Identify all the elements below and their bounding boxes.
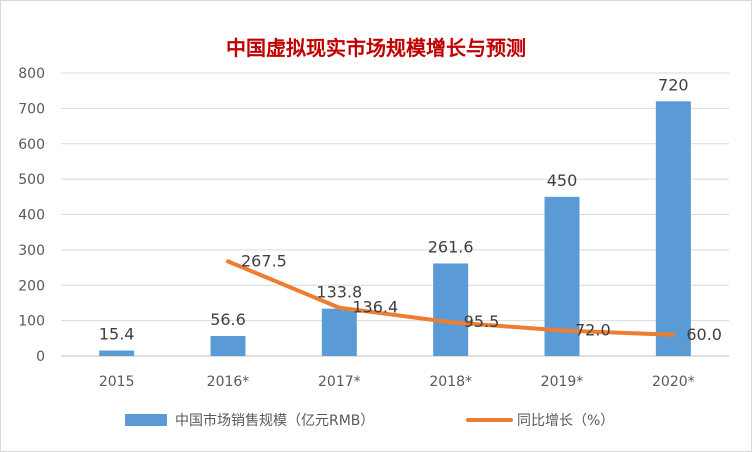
bar-data-label: 15.4 [99, 325, 135, 344]
data-labels: 15.4 56.6 133.8 261.6 450 720 267.5 136.4 95.5 72… [99, 75, 722, 343]
y-tick-label: 700 [18, 101, 45, 117]
bar-data-label: 56.6 [210, 310, 246, 329]
legend: 中国市场销售规模（亿元RMB） 同比增长（%） [125, 412, 614, 429]
y-tick-label: 300 [18, 243, 45, 259]
bar-data-label: 133.8 [316, 283, 362, 302]
x-tick-label: 2018* [429, 374, 472, 390]
y-tick-label: 400 [18, 208, 45, 224]
line-point [337, 305, 342, 310]
legend-label-line: 同比增长（%） [517, 413, 614, 429]
line-point [226, 259, 230, 264]
line-series [226, 259, 676, 337]
line-point [671, 332, 676, 337]
y-tick-label: 600 [18, 137, 45, 153]
y-tick-label: 800 [18, 66, 45, 82]
line-data-label: 72.0 [575, 321, 611, 340]
bar [210, 335, 246, 356]
line-data-label: 60.0 [686, 325, 722, 344]
bar [321, 308, 357, 356]
bar-data-label: 450 [547, 171, 578, 190]
bar [433, 263, 469, 356]
gridlines [61, 72, 729, 322]
legend-label-bar: 中国市场销售规模（亿元RMB） [175, 412, 374, 429]
bar-series [99, 101, 691, 356]
line-point [560, 328, 564, 333]
x-tick-label: 2019* [541, 374, 584, 390]
bar-data-label: 261.6 [428, 237, 474, 256]
x-tick-label: 2015 [99, 374, 135, 390]
line-point [448, 320, 453, 325]
line-data-label: 267.5 [241, 251, 287, 270]
axes: 0 100 200 300 400 500 600 700 800 2015 2016* 2017* 2… [18, 66, 729, 390]
legend-swatch-bar [125, 414, 167, 426]
line-data-label: 95.5 [464, 312, 500, 331]
bar [99, 350, 135, 356]
chart-title: 中国虚拟现实市场规模增长与预测 [226, 36, 526, 60]
line-data-label: 136.4 [352, 298, 398, 317]
y-tick-label: 100 [18, 314, 45, 330]
bar-data-label: 720 [658, 75, 689, 94]
y-tick-label: 0 [36, 349, 45, 365]
y-tick-label: 500 [18, 172, 45, 188]
y-tick-label: 200 [18, 278, 45, 294]
x-tick-label: 2017* [318, 374, 361, 390]
x-tick-label: 2020* [652, 374, 695, 390]
bar [655, 101, 691, 356]
x-tick-label: 2016* [207, 374, 250, 390]
